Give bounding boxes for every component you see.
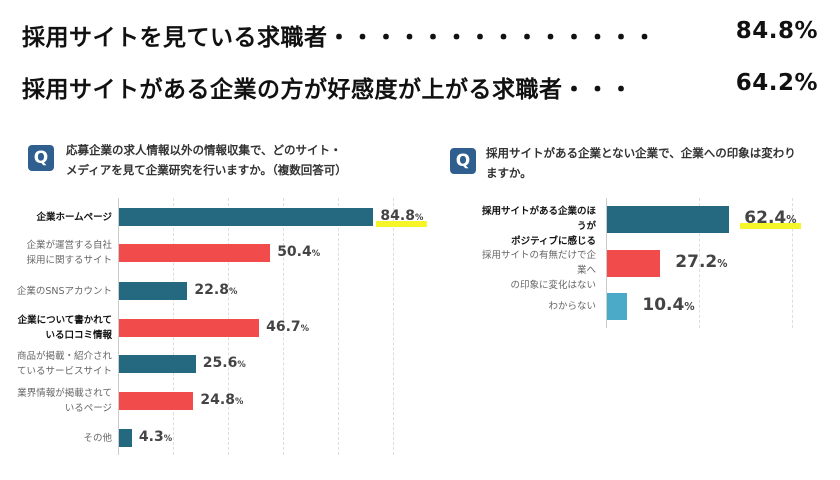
value-unit: %: [300, 322, 310, 333]
bar: [119, 282, 188, 300]
value-label: 10.4%: [642, 295, 694, 315]
value-number: 46.7: [266, 318, 301, 335]
value-label: 46.7%: [266, 319, 309, 335]
value-unit: %: [237, 358, 246, 369]
category-label-line: ポジティブに感じる: [511, 236, 596, 247]
chart-title-line: メディアを見て企業研究を行いますか。（複数回答可）: [66, 163, 347, 177]
value-unit: %: [414, 211, 424, 222]
value-label: 25.6%: [203, 355, 246, 371]
category-label: 企業について書かれている口コミ情報: [0, 313, 112, 343]
bar: [119, 319, 260, 337]
axis-line: [118, 198, 119, 455]
category-label-line: いる口コミ情報: [45, 330, 112, 341]
bar: [607, 292, 628, 320]
gridline: [792, 198, 793, 328]
value-number: 27.2: [675, 251, 718, 272]
category-label: わからない: [476, 299, 596, 314]
value-number: 24.8: [200, 391, 235, 408]
category-label: その他: [0, 431, 112, 446]
bar: [607, 205, 730, 233]
value-number: 10.4: [642, 294, 685, 315]
value-label: 84.8%: [380, 208, 423, 224]
gridline: [283, 198, 284, 455]
value-number: 50.4: [277, 243, 312, 260]
category-label-line: ているサービスサイト: [16, 366, 112, 377]
category-label: 採用サイトがある企業のほうがポジティブに感じる: [476, 204, 596, 249]
headline-2-label: 採用サイトがある企業の方が好感度が上がる求職者・・・: [22, 77, 633, 103]
q-icon: Q: [28, 145, 54, 171]
value-label: 24.8%: [200, 392, 243, 408]
chart-title: 応募企業の求人情報以外の情報収集で、どのサイト・ メディアを見て企業研究を行います…: [66, 140, 347, 180]
value-number: 84.8: [380, 207, 415, 224]
bar: [119, 429, 132, 447]
value-unit: %: [684, 301, 695, 313]
chart-title-line: 採用サイトがある企業とない企業で、企業への印象は変わり: [486, 146, 796, 160]
axis-line: [606, 198, 607, 328]
headline-1-value: 84.8%: [735, 18, 818, 44]
value-unit: %: [163, 432, 173, 443]
value-label: 22.8%: [194, 282, 237, 298]
bar: [119, 244, 271, 262]
category-label: 商品が掲載・紹介され ているサービスサイト: [0, 349, 112, 379]
value-number: 62.4: [744, 207, 787, 228]
headline-2-value: 64.2%: [735, 70, 818, 96]
category-label-line: 業界情報が掲載されて: [17, 388, 112, 399]
category-label: 企業が運営する自社 採用に関するサイト: [0, 238, 112, 268]
chart-title: 採用サイトがある企業とない企業で、企業への印象は変わり ますか。: [486, 143, 796, 183]
category-label: 採用サイトの有無だけで企業への印象に変化はない: [476, 248, 596, 293]
category-label-line: 商品が掲載・紹介され: [16, 351, 112, 362]
bar: [607, 249, 661, 277]
value-label: 50.4%: [277, 244, 320, 260]
bar: [119, 392, 194, 410]
category-label: 業界情報が掲載されているページ: [0, 386, 112, 416]
value-label: 27.2%: [675, 252, 727, 272]
highlight-mark: [376, 221, 427, 227]
value-number: 25.6: [202, 354, 238, 371]
value-label: 62.4%: [744, 208, 796, 228]
gridline: [699, 198, 700, 328]
category-label-line: 企業のSNSアカウント: [16, 285, 112, 297]
headline-1-label: 採用サイトを見ている求職者・・・・・・・・・・・・・・: [22, 25, 657, 51]
bar: [119, 355, 196, 373]
category-label-line: の印象に変化はない: [510, 280, 596, 291]
highlight-mark: [740, 223, 802, 229]
value-unit: %: [228, 285, 238, 296]
chart-title-line: 応募企業の求人情報以外の情報収集で、どのサイト・: [66, 143, 342, 157]
category-label-line: 企業について書かれて: [17, 315, 112, 326]
value-label: 4.3%: [139, 429, 172, 445]
category-label-line: 企業が運営する自社: [26, 240, 112, 251]
category-label-line: いるページ: [64, 403, 112, 414]
value-number: 4.3: [138, 428, 164, 445]
bar: [119, 208, 374, 226]
value-unit: %: [311, 247, 321, 258]
category-label-line: 企業ホームページ: [36, 211, 112, 223]
category-label-line: 採用に関するサイト: [26, 255, 112, 266]
category-label-line: 採用サイトの有無だけで企業へ: [481, 250, 596, 276]
category-label-line: 採用サイトがある企業のほうが: [481, 206, 596, 232]
headline-2: 採用サイトがある企業の方が好感度が上がる求職者・・・ 64.2%: [22, 70, 818, 104]
gridline: [393, 198, 394, 455]
category-label: 企業のSNSアカウント: [0, 284, 112, 299]
q-icon: Q: [450, 148, 476, 174]
category-label-line: その他: [83, 432, 112, 444]
category-label-line: わからない: [548, 300, 596, 312]
value-unit: %: [717, 258, 728, 270]
value-number: 22.8: [194, 281, 229, 298]
headline-1: 採用サイトを見ている求職者・・・・・・・・・・・・・・ 84.8%: [22, 18, 818, 52]
chart-title-line: ますか。: [486, 166, 532, 180]
gridline: [338, 198, 339, 455]
value-unit: %: [786, 214, 797, 226]
value-unit: %: [234, 395, 244, 406]
category-label: 企業ホームページ: [0, 210, 112, 225]
